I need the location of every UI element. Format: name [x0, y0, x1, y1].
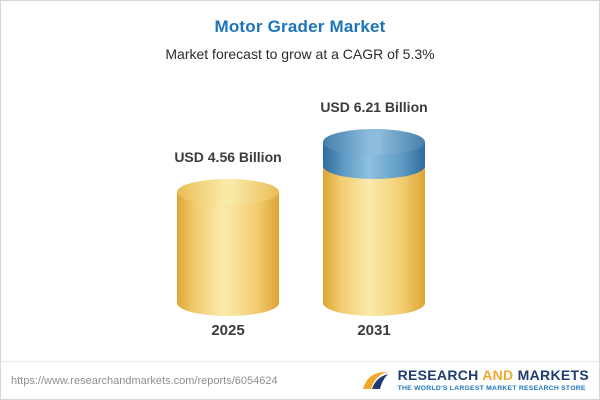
brand-word-markets: MARKETS [517, 367, 589, 384]
brand-word-and: AND [482, 367, 514, 384]
bar-2025-top-cap [177, 179, 279, 205]
chart-subtitle: Market forecast to grow at a CAGR of 5.3… [165, 46, 435, 62]
year-label-2031: 2031 [357, 322, 391, 339]
brand-logo: RESEARCH AND MARKETS THE WORLD'S LARGEST… [361, 367, 589, 393]
chart-title: Motor Grader Market [214, 17, 386, 36]
bar-2025 [177, 179, 279, 316]
bar-2025-base-segment [177, 192, 279, 316]
brand-text: RESEARCH AND MARKETS THE WORLD'S LARGEST… [397, 367, 589, 393]
report-url: https://www.researchandmarkets.com/repor… [11, 374, 278, 387]
value-label-2031: USD 6.21 Billion [320, 99, 428, 115]
brand-tagline: THE WORLD'S LARGEST MARKET RESEARCH STOR… [397, 385, 586, 393]
brand-name: RESEARCH AND MARKETS [397, 367, 589, 384]
bar-2025-body [177, 192, 279, 316]
footer: https://www.researchandmarkets.com/repor… [1, 361, 599, 399]
bar-2031 [323, 129, 425, 316]
year-label-2025: 2025 [211, 322, 245, 339]
bar-2031-body [323, 142, 425, 316]
value-label-2025: USD 4.56 Billion [174, 149, 282, 165]
bar-2031-top-cap [323, 129, 425, 155]
bar-2031-base-segment [323, 166, 425, 316]
brand-word-research: RESEARCH [397, 367, 479, 384]
brand-logo-icon [361, 368, 391, 392]
